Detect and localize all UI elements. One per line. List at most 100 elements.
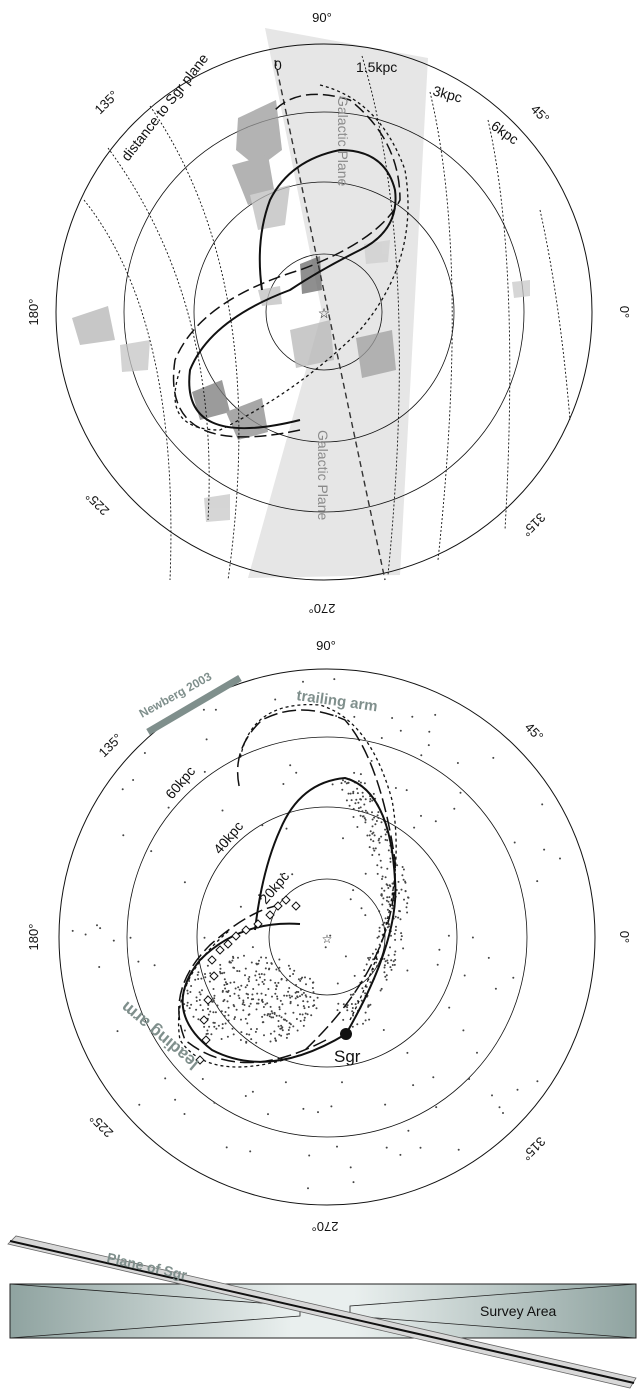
star-point [384,917,387,920]
star-point [197,971,200,974]
star-point [143,752,146,754]
star-point [371,832,374,835]
star-point [316,996,319,999]
angle-label-225: 225° [87,1111,117,1141]
star-point [270,962,273,965]
star-point [280,1024,283,1027]
star-point [225,1146,228,1149]
star-point [188,1007,191,1010]
star-point [186,992,189,995]
star-point [427,744,430,747]
star-point [346,1004,349,1007]
star-point [183,881,186,884]
star-point [71,929,74,932]
star-point [380,737,383,739]
star-point [223,971,226,974]
star-point [269,1013,272,1016]
star-point [383,921,386,924]
star-point [269,1032,272,1035]
star-point [198,999,201,1001]
angle-label-135: 135° [92,88,122,118]
star-point [357,810,360,813]
distance-lines [83,55,571,581]
ring-40kpc [196,806,458,1068]
star-point [250,1038,253,1041]
star-point [257,998,260,1001]
star-point [212,1021,215,1024]
star-point [224,987,227,990]
angle-label-225: 225° [83,489,113,519]
star-point [337,1002,340,1005]
star-point [263,1013,266,1016]
star-point [203,1025,206,1028]
star-point [387,954,390,957]
star-point [359,814,362,817]
star-point [195,1008,198,1011]
star-point [395,925,397,928]
star-point [137,960,140,963]
star-scatter [71,678,561,1190]
star-point [373,849,376,852]
star-point [374,847,377,850]
star-point [371,818,374,821]
star-point [310,1014,313,1017]
star-point [353,715,356,718]
plane-of-sgr-label: Plane of Sgr [105,1249,189,1283]
star-point [305,983,307,986]
star-point [342,1003,345,1006]
star-point [237,994,240,997]
star-point [364,1011,367,1014]
star-point [351,993,354,996]
star-point [494,987,497,990]
star-point [393,932,396,935]
star-point [329,934,332,937]
star-point [392,960,395,963]
angle-label-45: 45° [528,102,553,127]
star-point [206,964,209,967]
diamond-marker [203,995,213,1005]
star-point [381,923,384,926]
star-point [203,770,206,773]
star-point [368,958,371,961]
star-point [246,1022,249,1025]
star-point [186,1004,189,1007]
star-point [377,935,380,938]
star-point [263,973,266,976]
star-point [260,992,263,995]
star-point [226,1000,229,1003]
star-point [299,1013,301,1016]
star-point [214,708,217,711]
star-point [371,952,374,955]
star-point [238,970,241,973]
star-point [202,708,205,711]
star-point [387,900,390,903]
ring-3 [123,111,525,513]
star-point [233,992,236,995]
star-point [352,790,355,793]
star-point [380,835,383,838]
star-point [304,976,306,979]
star-point [299,1020,302,1022]
sgr-plane-line [274,59,386,581]
star-point [411,715,414,718]
star-point [263,978,266,981]
star-point [248,1005,251,1008]
star-point [383,966,386,969]
ring-label-40kpc: 40kpc [210,818,246,857]
star-point [214,1011,217,1014]
star-point [220,1038,223,1040]
star-point [383,964,386,967]
star-point [335,715,338,717]
star-point [274,981,277,984]
star-point [384,1103,387,1106]
star-point [513,841,516,844]
star-point [205,738,208,741]
distance-label-3kpc: 3kpc [431,82,464,105]
star-point [396,864,399,867]
angle-label-0: 0° [617,931,632,943]
star-point [261,1015,264,1018]
star-point [394,787,397,789]
star-point [221,1023,224,1026]
star-point [380,887,383,890]
star-point [351,1010,354,1013]
